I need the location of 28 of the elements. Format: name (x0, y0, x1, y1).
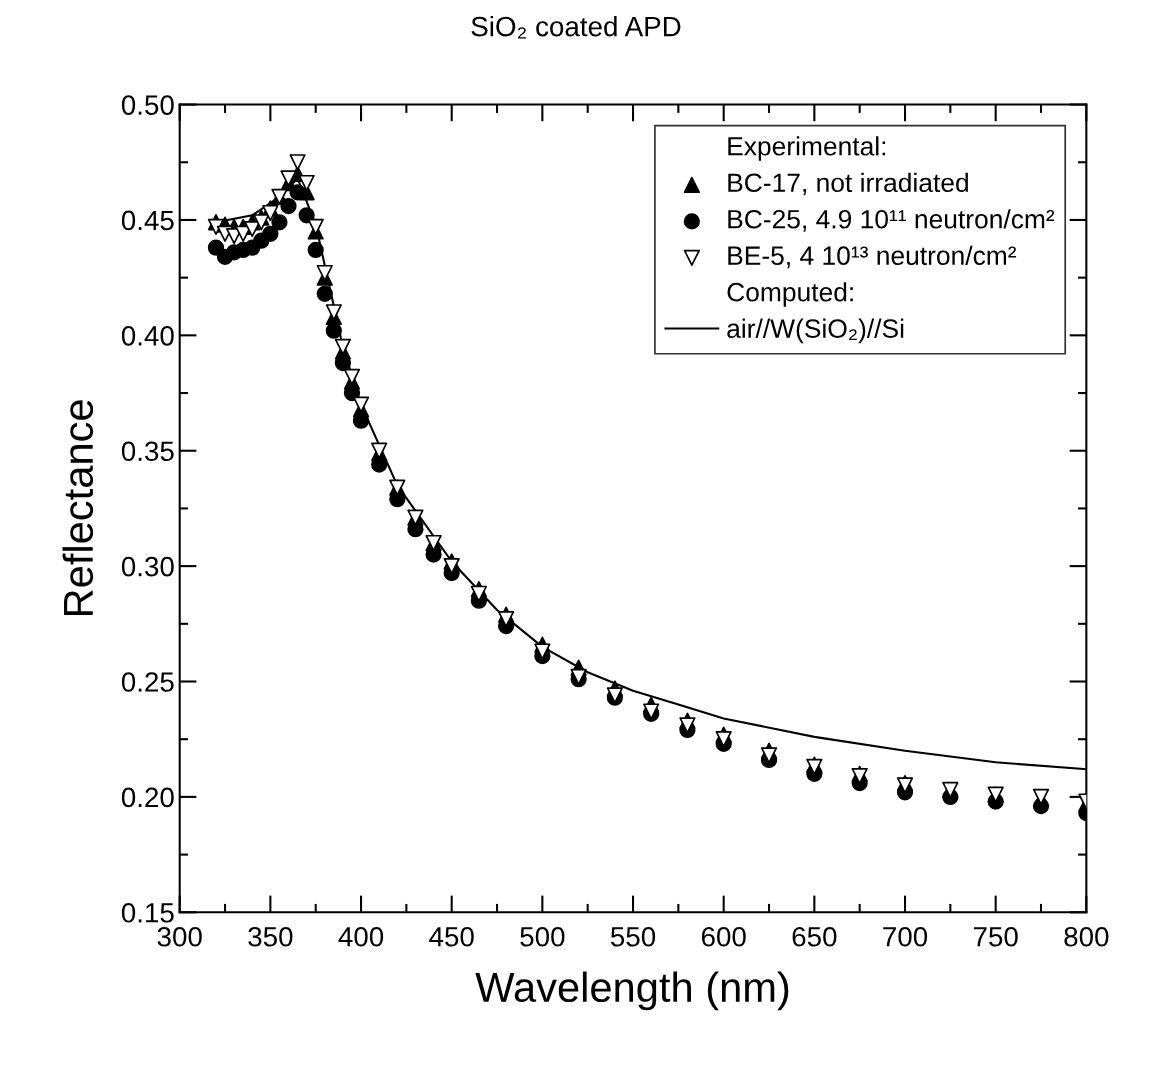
y-tick-label: 0.15 (121, 902, 174, 923)
chart-title: SiO₂ coated APD (471, 16, 681, 39)
x-tick-label: 650 (792, 926, 837, 947)
annotation: Computed: (727, 282, 853, 307)
x-axis-title: Wavelength (nm) (475, 971, 789, 1011)
legend-label: air//W(SiO₂)//Si (727, 318, 904, 344)
y-axis-title: Reflectance (62, 400, 94, 616)
x-tick-label: 300 (157, 926, 202, 947)
y-tick-label: 0.50 (121, 95, 174, 115)
x-tick-label: 550 (610, 926, 656, 947)
x-tick-label: 750 (973, 926, 1018, 947)
legend-label: BC-17, not irradiated (728, 172, 968, 196)
x-tick-label: 800 (1064, 926, 1109, 947)
annotation: Experimental: (728, 136, 886, 161)
y-tick-label: 0.25 (121, 672, 174, 692)
legend-label: BC-25, 4.9 10¹¹ neutron/cm² (728, 209, 1055, 232)
y-tick-label: 0.40 (121, 326, 174, 346)
x-tick-label: 350 (248, 926, 293, 947)
x-tick-label: 400 (338, 926, 384, 947)
y-tick-label: 0.30 (121, 556, 174, 577)
y-tick-label: 0.45 (121, 210, 174, 231)
x-tick-label: 700 (883, 926, 928, 947)
x-tick-label: 600 (701, 926, 746, 947)
x-tick-label: 500 (520, 926, 565, 947)
y-tick-label: 0.20 (121, 787, 174, 808)
x-tick-label: 450 (429, 926, 474, 947)
y-tick-label: 0.35 (121, 441, 174, 462)
legend-label: BE-5, 4 10¹³ neutron/cm² (728, 245, 1017, 269)
